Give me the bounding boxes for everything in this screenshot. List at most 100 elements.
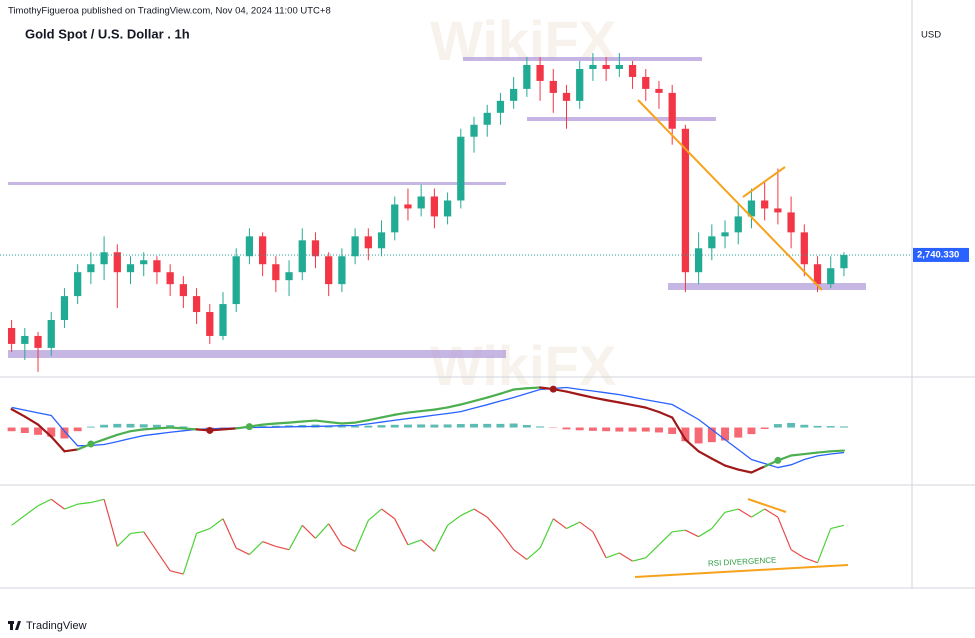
candle-body: [483, 112, 491, 125]
byline: TimothyFigueroa published on TradingView…: [8, 6, 331, 17]
oscillator-line: [764, 508, 779, 518]
oscillator-line: [288, 525, 303, 550]
last-price-label: 2,740.330: [917, 249, 959, 260]
histogram-bar: [707, 427, 716, 443]
oscillator-line: [301, 524, 316, 539]
cross-marker: [206, 426, 214, 434]
candle-body: [523, 64, 531, 89]
oscillator-line: [486, 516, 501, 533]
histogram-bar: [760, 427, 769, 429]
histogram-bar: [73, 427, 82, 432]
macd-line: [433, 406, 449, 411]
candle-body: [377, 232, 386, 249]
macd-line: [274, 421, 291, 425]
cross-marker: [549, 385, 557, 393]
oscillator-line: [447, 515, 462, 526]
oscillator-line: [605, 552, 620, 559]
candle-body: [510, 88, 518, 101]
macd-line: [23, 415, 40, 426]
candle-body: [576, 68, 584, 101]
drawings: [8, 57, 866, 358]
histogram-bar: [721, 427, 729, 441]
level-line: [668, 283, 866, 290]
trend-line: [747, 498, 787, 513]
candle-body: [60, 296, 69, 321]
macd-line: [631, 403, 647, 409]
candle-body: [800, 232, 808, 265]
candle-body: [192, 296, 201, 313]
macd-line: [565, 390, 581, 396]
candle-body: [391, 204, 399, 233]
macd-line: [710, 457, 727, 467]
candle-body: [668, 92, 676, 129]
histogram-bar: [509, 423, 518, 428]
candle-body: [615, 64, 623, 69]
histogram-bar: [179, 426, 188, 428]
plot: [0, 53, 912, 575]
candle-body: [206, 312, 214, 336]
histogram-bar: [694, 427, 703, 444]
macd-line: [142, 427, 159, 431]
macd-line: [354, 419, 370, 424]
macd-line: [301, 419, 317, 423]
oscillator-line: [354, 520, 369, 552]
logo: [8, 621, 21, 630]
candle-body: [457, 136, 465, 201]
candle-body: [536, 64, 544, 81]
oscillator-line: [460, 508, 475, 517]
histogram-bar: [483, 423, 492, 428]
macd-line: [512, 387, 528, 391]
candle-body: [589, 64, 597, 69]
macd-line: [50, 435, 66, 453]
candle-body: [840, 254, 848, 269]
macd-line: [393, 411, 410, 416]
macd-line: [459, 399, 476, 406]
macd-line: [750, 465, 766, 474]
macd-line: [644, 406, 661, 414]
histogram-bar: [166, 425, 175, 428]
macd-line: [605, 399, 621, 404]
oscillator-line: [526, 547, 541, 560]
axes: 2,740.330: [913, 247, 969, 262]
histogram-bar: [562, 427, 571, 430]
candle-body: [364, 236, 372, 249]
candle-body: [47, 320, 55, 348]
macd-line: [578, 393, 595, 399]
histogram-bar: [403, 424, 412, 428]
candle-body: [179, 284, 187, 297]
candle-body: [351, 236, 359, 257]
oscillator-line: [433, 525, 449, 552]
oscillator-line: [11, 515, 26, 526]
trend-lines: [634, 99, 849, 578]
macd-line: [789, 452, 806, 457]
oscillator-line: [711, 511, 726, 529]
oscillator-line: [420, 539, 435, 552]
histogram-bar: [655, 427, 663, 433]
candle-body: [721, 232, 729, 237]
oscillator-line: [777, 516, 792, 550]
histogram-bar: [20, 427, 29, 434]
candle-body: [21, 335, 29, 344]
candle-body: [708, 236, 716, 249]
macd-line: [314, 419, 330, 424]
last-price-box: [913, 247, 969, 262]
histogram-bar: [34, 427, 42, 435]
oscillator-line: [170, 570, 184, 575]
trend-line: [634, 564, 849, 578]
candle-body: [74, 272, 82, 297]
oscillator-line: [341, 544, 356, 552]
macd-line: [829, 449, 846, 453]
candle-body: [681, 128, 690, 273]
candle-body: [140, 260, 148, 265]
histogram-bar: [152, 424, 161, 428]
histogram-bar: [615, 427, 624, 432]
candle-body: [153, 260, 161, 273]
macd-line: [816, 450, 832, 454]
watermark: WikiFX: [430, 9, 616, 72]
histogram-bar: [430, 424, 439, 428]
histogram-bar: [668, 427, 677, 434]
candle-body: [470, 124, 478, 137]
candle-body: [298, 240, 306, 273]
histogram-bar: [364, 425, 373, 428]
